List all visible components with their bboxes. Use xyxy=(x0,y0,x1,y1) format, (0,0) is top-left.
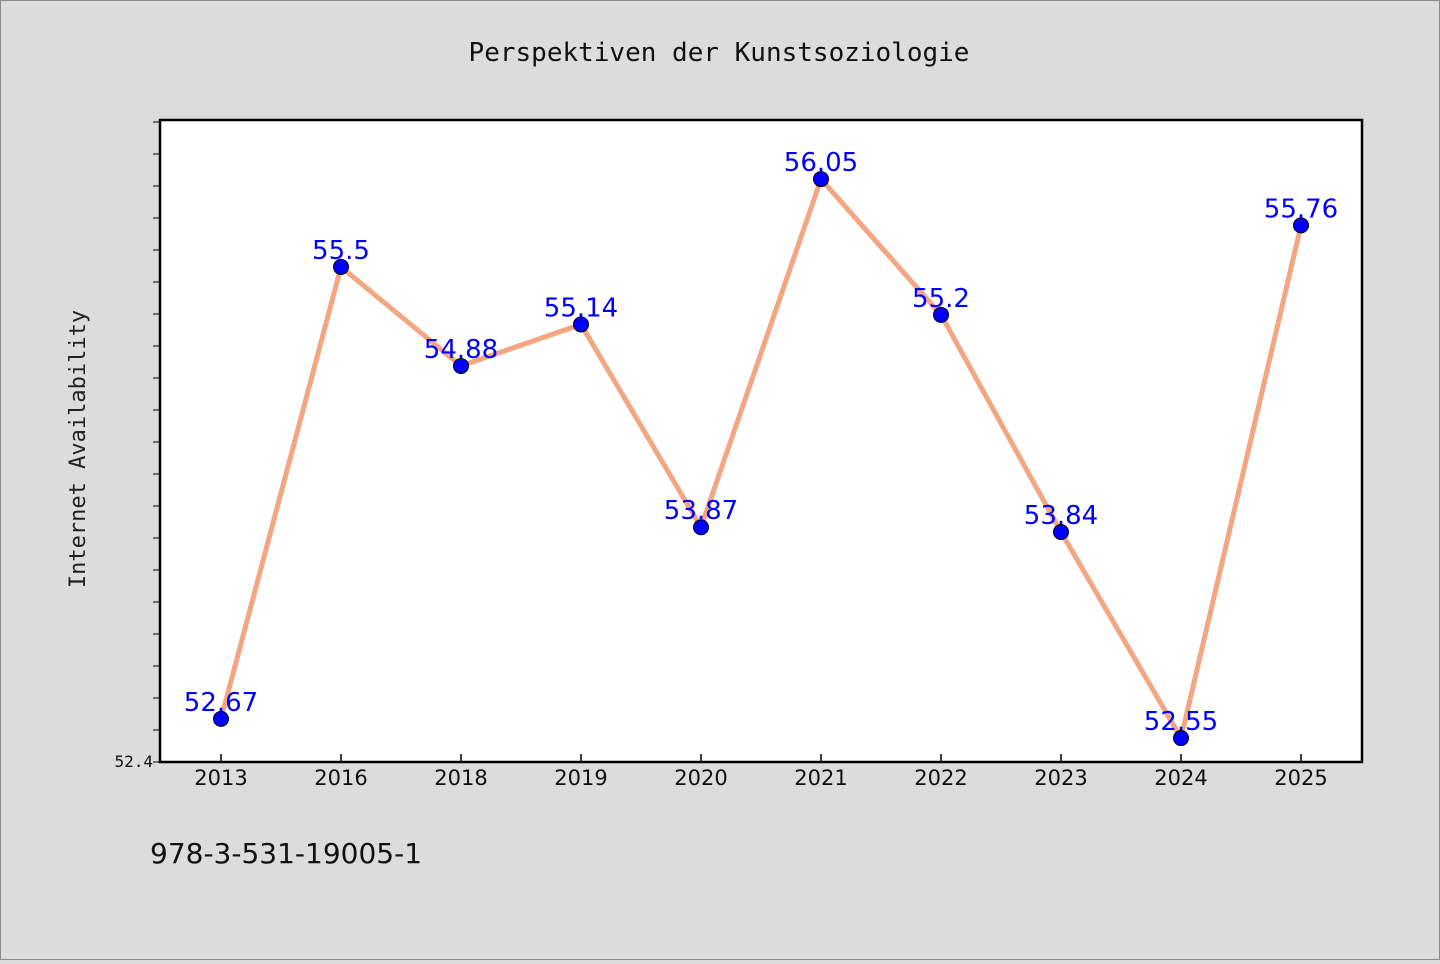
data-label: 53.84 xyxy=(1024,501,1098,531)
chart-title: Perspektiven der Kunstsoziologie xyxy=(469,38,970,68)
data-point xyxy=(573,316,589,333)
series-layer xyxy=(213,171,1309,747)
x-tick-label: 2021 xyxy=(794,766,847,790)
data-label: 55.76 xyxy=(1264,194,1338,224)
plot-area xyxy=(158,118,1364,764)
data-label-layer: 52.67 55.5 54.88 55.14 53.87 56.05 55.2 53.84 52… xyxy=(184,148,1338,737)
data-point xyxy=(693,519,709,536)
y-axis-label: Internet Availability xyxy=(66,310,91,588)
x-tick-label: 2019 xyxy=(554,766,607,790)
x-tick-label: 2016 xyxy=(314,766,367,790)
y-axis-ticks xyxy=(153,121,160,763)
x-tick-label: 2018 xyxy=(434,766,487,790)
footer-isbn: 978-3-531-19005-1 xyxy=(150,837,422,870)
x-tick-label: 2024 xyxy=(1154,766,1207,790)
data-point xyxy=(933,306,949,323)
data-label: 55.2 xyxy=(912,284,970,314)
data-point xyxy=(453,357,469,374)
data-point xyxy=(1173,730,1189,747)
data-point xyxy=(813,171,829,188)
data-point xyxy=(1293,217,1309,234)
data-label: 56.05 xyxy=(784,148,858,178)
x-tick-label: 2013 xyxy=(194,766,247,790)
data-point xyxy=(333,258,349,275)
x-tick-label: 2025 xyxy=(1274,766,1327,790)
series-line xyxy=(218,176,1304,741)
x-tick-label: 2023 xyxy=(1034,766,1087,790)
data-point xyxy=(213,710,229,727)
data-point xyxy=(1053,524,1069,541)
x-axis-ticks: 2013 2016 2018 2019 2020 2021 2022 2023 2024 2025 xyxy=(194,754,1328,790)
data-label: 52.67 xyxy=(184,688,258,718)
data-label: 52.55 xyxy=(1144,707,1218,737)
x-tick-label: 2022 xyxy=(914,766,967,790)
data-label: 55.14 xyxy=(544,293,618,323)
x-tick-label: 2020 xyxy=(674,766,727,790)
data-label: 54.88 xyxy=(424,335,498,365)
y-tick-label-min: 52.4 xyxy=(114,752,153,771)
data-label: 55.5 xyxy=(312,236,370,266)
data-label: 53.87 xyxy=(664,496,738,526)
